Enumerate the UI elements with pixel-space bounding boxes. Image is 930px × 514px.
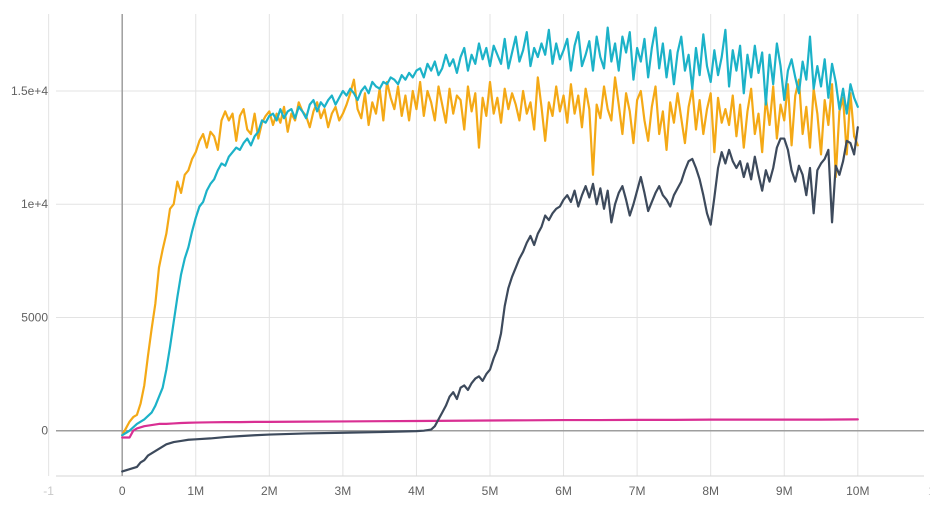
x-tick-label: 6M <box>555 484 572 498</box>
x-tick-label: 4M <box>408 484 425 498</box>
x-tick-label: 0 <box>119 484 126 498</box>
series-lines <box>121 26 859 473</box>
y-tick-label: 5000 <box>21 310 48 324</box>
y-tick-label: 0 <box>41 424 48 438</box>
x-tick-label: 7M <box>629 484 646 498</box>
x-tick-label: 10M <box>846 484 869 498</box>
series-line-3 <box>121 126 859 473</box>
series-line-1 <box>121 26 859 437</box>
series-line-0 <box>121 76 859 437</box>
x-tick-label: 1 <box>928 484 930 498</box>
series-line-2 <box>121 418 859 439</box>
tick-labels: -1 0 1M 2M 3M 4M 5M 6M 7M 8M 9M 10M 1 0 5000 1e+4 1.5e+4 <box>11 84 930 498</box>
x-tick-label: 1M <box>187 484 204 498</box>
x-tick-label: 2M <box>261 484 278 498</box>
axes <box>56 14 924 477</box>
x-tick-label: 5M <box>482 484 499 498</box>
x-tick-label: 9M <box>776 484 793 498</box>
x-tick-label: -1 <box>43 484 54 498</box>
y-tick-label: 1e+4 <box>21 197 48 211</box>
x-tick-label: 3M <box>335 484 352 498</box>
y-tick-label: 1.5e+4 <box>11 84 48 98</box>
x-tick-label: 8M <box>702 484 719 498</box>
